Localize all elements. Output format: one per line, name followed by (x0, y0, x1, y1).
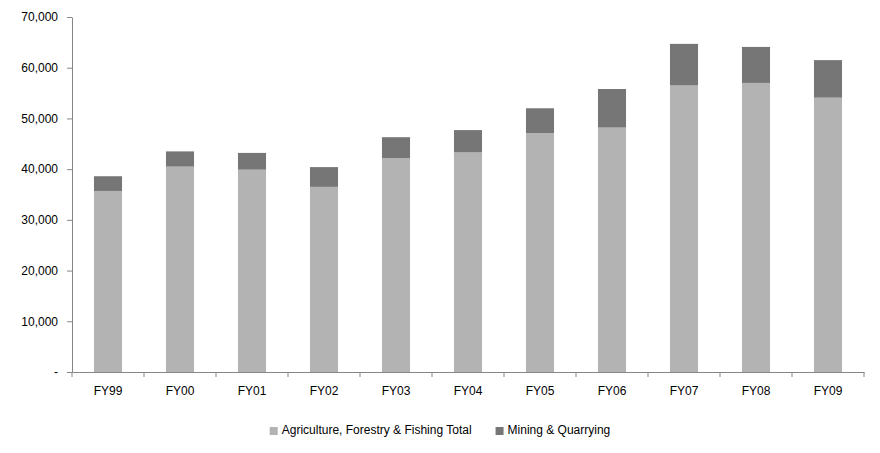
y-tick-mark (67, 220, 72, 221)
y-tick: 60,000 (21, 61, 72, 75)
y-tick: 40,000 (21, 162, 72, 176)
bar-segment (526, 133, 554, 372)
x-tick-label: FY09 (814, 384, 843, 398)
y-tick-label: 30,000 (21, 213, 58, 227)
bar-segment (814, 98, 842, 372)
y-tick-mark (67, 169, 72, 170)
x-tick-label: FY05 (526, 384, 555, 398)
x-axis: FY99 FY00 FY01 FY02 FY03 FY04 FY05 FY06 FY07 FY08… (73, 373, 865, 398)
category-separator (576, 372, 577, 377)
y-tick: 20,000 (21, 264, 72, 278)
x-tick-label: FY06 (598, 384, 627, 398)
y-axis-line (72, 18, 73, 373)
chart: - 10,000 20,000 30,000 40,000 50,000 60,000 70,… (0, 0, 880, 453)
category-separator (144, 372, 145, 377)
y-tick: 70,000 (21, 10, 72, 24)
x-tick: FY05 (526, 384, 555, 398)
bar-segment (670, 44, 698, 86)
x-tick: FY02 (310, 384, 339, 398)
bar-segment (166, 167, 194, 372)
category-separator (360, 372, 361, 377)
y-tick: - (54, 365, 72, 379)
bar-segment (310, 167, 338, 187)
x-tick: FY99 (94, 384, 123, 398)
bar-segment (310, 187, 338, 372)
x-tick: FY09 (814, 384, 843, 398)
category-separator (216, 372, 217, 377)
y-tick-label: 40,000 (21, 162, 58, 176)
bars (94, 44, 842, 372)
legend-item: Agriculture, Forestry & Fishing Total (270, 423, 472, 437)
category-separator (288, 372, 289, 377)
category-separator (504, 372, 505, 377)
bar-segment (598, 89, 626, 128)
x-axis-line (73, 372, 865, 373)
x-tick-label: FY00 (166, 384, 195, 398)
bar-segment (454, 130, 482, 152)
bar-segment (166, 151, 194, 166)
bar-segment (382, 137, 410, 158)
legend-label: Mining & Quarrying (508, 423, 611, 437)
bar-segment (814, 60, 842, 98)
x-tick-label: FY99 (94, 384, 123, 398)
x-tick-label: FY07 (670, 384, 699, 398)
bar-segment (382, 158, 410, 372)
category-separator (432, 372, 433, 377)
y-tick-mark (67, 372, 72, 373)
y-tick-label: 50,000 (21, 112, 58, 126)
x-tick-label: FY02 (310, 384, 339, 398)
y-tick-mark (67, 17, 72, 18)
bar-segment (526, 108, 554, 133)
x-tick-label: FY01 (238, 384, 267, 398)
y-tick-label: 60,000 (21, 61, 58, 75)
bar-segment (742, 47, 770, 83)
bar-segment (94, 176, 122, 191)
bar-segment (454, 152, 482, 372)
y-tick-label: 20,000 (21, 264, 58, 278)
category-separator (648, 372, 649, 377)
bar-segment (742, 83, 770, 372)
x-tick-label: FY03 (382, 384, 411, 398)
x-tick-label: FY04 (454, 384, 483, 398)
category-separator (720, 372, 721, 377)
legend-swatch (496, 427, 504, 435)
x-tick: FY06 (598, 384, 627, 398)
legend-item: Mining & Quarrying (496, 423, 611, 437)
legend-swatch (270, 427, 278, 435)
bar-segment (238, 153, 266, 170)
bar-segment (670, 85, 698, 372)
bar-segment (94, 191, 122, 372)
x-tick: FY00 (166, 384, 195, 398)
y-tick-mark (67, 321, 72, 322)
category-separator (792, 372, 793, 377)
x-tick: FY07 (670, 384, 699, 398)
x-tick: FY04 (454, 384, 483, 398)
x-tick: FY03 (382, 384, 411, 398)
y-tick-label: 10,000 (21, 315, 58, 329)
category-separator (864, 372, 865, 377)
legend-label: Agriculture, Forestry & Fishing Total (282, 423, 472, 437)
x-tick-label: FY08 (742, 384, 771, 398)
y-tick-label: - (54, 365, 58, 379)
x-tick: FY01 (238, 384, 267, 398)
y-tick: 10,000 (21, 315, 72, 329)
legend: Agriculture, Forestry & Fishing Total Min… (270, 423, 611, 437)
y-tick: 30,000 (21, 213, 72, 227)
bar-segment (598, 128, 626, 372)
y-tick-label: 70,000 (21, 10, 58, 24)
category-separator (72, 372, 73, 377)
bar-segment (238, 170, 266, 372)
category-separators (72, 372, 864, 377)
y-tick: 50,000 (21, 112, 72, 126)
y-tick-mark (67, 118, 72, 119)
y-tick-mark (67, 271, 72, 272)
x-tick: FY08 (742, 384, 771, 398)
y-tick-mark (67, 68, 72, 69)
y-axis: - 10,000 20,000 30,000 40,000 50,000 60,000 70,… (21, 10, 72, 379)
